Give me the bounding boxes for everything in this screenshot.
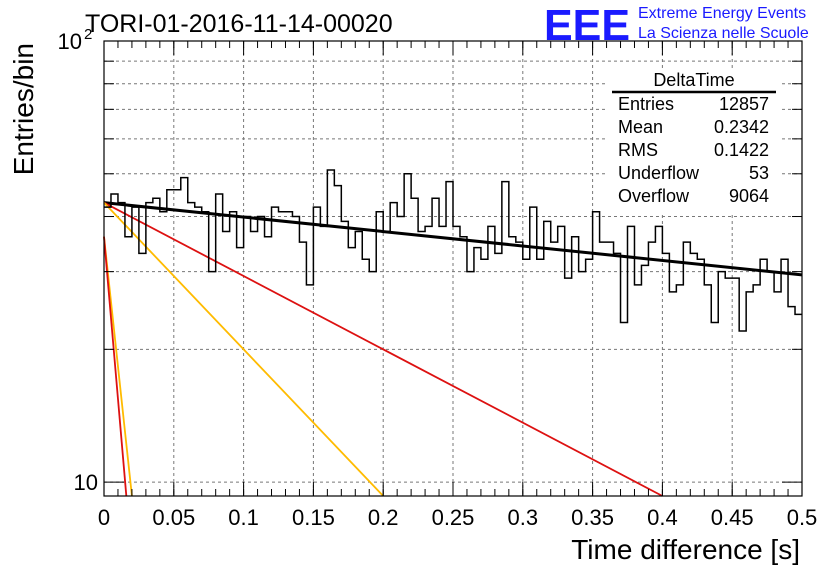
x-tick-label: 0.45 [711, 505, 754, 530]
stats-row-label: Overflow [618, 186, 690, 206]
stats-row-value: 0.1422 [714, 140, 769, 160]
x-tick-label: 0.3 [508, 505, 539, 530]
x-tick-label: 0 [98, 505, 110, 530]
histogram [104, 169, 802, 332]
stats-title: DeltaTime [653, 70, 734, 90]
x-tick-label: 0.1 [228, 505, 259, 530]
x-tick-label: 0.25 [432, 505, 475, 530]
y-tick-label: 10 [58, 29, 82, 54]
stats-row-value: 0.2342 [714, 117, 769, 137]
x-tick-label: 0.4 [647, 505, 678, 530]
y-tick-label: 10 [74, 470, 98, 495]
fit-curve [103, 236, 133, 497]
stats-row-label: Mean [618, 117, 663, 137]
x-tick-label: 0.2 [368, 505, 399, 530]
stats-rows: Entries 12857 Mean 0.2342 RMS 0.1422 Underflow… [618, 94, 769, 206]
x-tick-labels: 0 0.05 0.1 0.15 0.2 0.25 0.3 0.35 0.4 0.45 0.5 [98, 505, 817, 530]
stats-row-value: 53 [749, 163, 769, 183]
fit-curve [103, 236, 128, 497]
y-tick-labels: 10 210 [58, 26, 98, 495]
y-axis-label: Entries/bin [8, 43, 39, 175]
histogram-outline [104, 169, 802, 332]
stats-row-value: 9064 [729, 186, 769, 206]
chart-title: TORI-01-2016-11-14-00020 [85, 10, 393, 38]
fit-curve [103, 201, 803, 277]
x-tick-label: 0.15 [292, 505, 335, 530]
stats-row-label: Underflow [618, 163, 700, 183]
axis-ticks [103, 40, 803, 496]
eee-logo: EEE [544, 1, 630, 50]
fit-curves [103, 201, 803, 497]
stats-box: DeltaTime Entries 12857 Mean 0.2342 RMS 0.142… [606, 68, 782, 212]
stats-row-label: RMS [618, 140, 658, 160]
logo-line-1: Extreme Energy Events [638, 5, 806, 22]
fit-curve [103, 201, 663, 497]
fit-curve [103, 202, 384, 497]
x-axis-label: Time difference [s] [571, 534, 800, 565]
stats-row-label: Entries [618, 94, 674, 114]
x-tick-label: 0.35 [571, 505, 614, 530]
stats-row-value: 12857 [719, 94, 769, 114]
logo-line-2: La Scienza nelle Scuole [638, 25, 809, 42]
x-tick-label: 0.05 [152, 505, 195, 530]
x-tick-label: 0.5 [787, 505, 818, 530]
y-tick-exponent: 2 [84, 26, 92, 43]
